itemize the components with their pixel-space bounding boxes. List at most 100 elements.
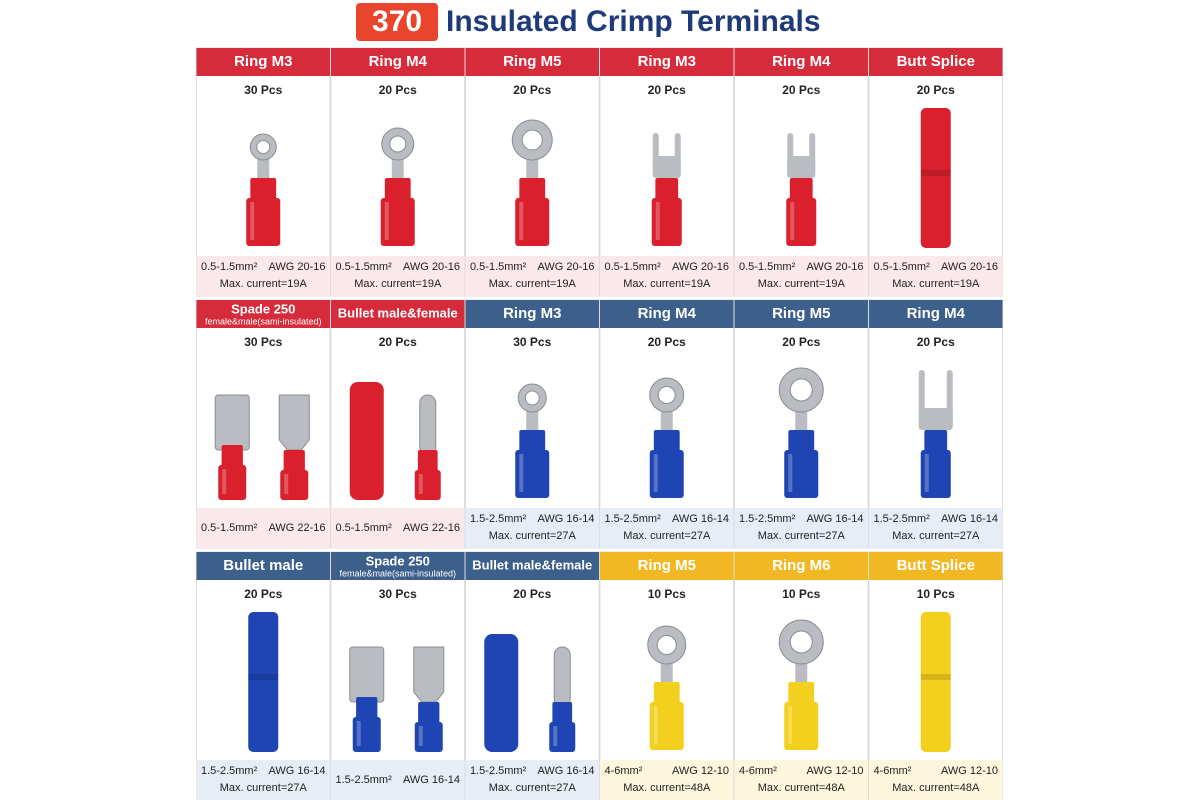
spec-band bbox=[196, 508, 330, 548]
cell-header-bar bbox=[600, 48, 734, 76]
product-cell: Ring M5 10 Pcs 4-6mm² AWG 12-10 Max. current… bbox=[599, 551, 734, 800]
awg-range: AWG 16-14 bbox=[941, 513, 998, 525]
insulator-body bbox=[549, 722, 576, 752]
piece-count: 30 Pcs bbox=[513, 335, 551, 349]
awg-range: AWG 20-16 bbox=[806, 261, 863, 273]
insulator-shine bbox=[418, 474, 423, 494]
butt-ring bbox=[248, 674, 279, 680]
ring-hole bbox=[789, 630, 813, 654]
wire-size: 1.5-2.5mm² bbox=[336, 774, 393, 786]
ring-hole bbox=[524, 390, 540, 406]
cell-header-bar bbox=[196, 552, 330, 580]
awg-range: AWG 16-14 bbox=[268, 765, 325, 777]
insulator-body bbox=[784, 702, 819, 750]
cell-header: Ring M4 bbox=[369, 53, 428, 70]
cell-header-bar bbox=[600, 300, 734, 328]
product-cell: Ring M4 20 Pcs 1.5-2.5mm² AWG 16-14 Max. cur… bbox=[868, 299, 1003, 549]
cell-header-bar bbox=[196, 300, 330, 328]
spade-female bbox=[349, 646, 385, 703]
insulator-body bbox=[380, 198, 415, 246]
insulator-body bbox=[515, 450, 550, 498]
insulator-neck bbox=[789, 178, 813, 200]
insulator-body bbox=[246, 198, 281, 246]
max-current: Max. current=19A bbox=[489, 278, 577, 290]
product-cell: Bullet male&female 20 Pcs 0.5-1.5mm² AWG 22… bbox=[330, 299, 465, 549]
cell-subheader: female&male(sami-insulated) bbox=[205, 316, 322, 326]
insulator-neck bbox=[519, 178, 546, 200]
insulator-neck bbox=[384, 178, 411, 200]
cell-header: Ring M3 bbox=[638, 53, 696, 70]
insulator-shine bbox=[653, 706, 658, 744]
cell-header-bar bbox=[331, 48, 465, 76]
spec-band bbox=[734, 760, 868, 800]
insulator-shine bbox=[553, 726, 558, 746]
piece-count: 10 Pcs bbox=[782, 587, 820, 601]
cell-header-bar bbox=[465, 48, 599, 76]
insulator-neck bbox=[788, 430, 815, 452]
insulator-neck bbox=[788, 682, 815, 704]
product-cell: Ring M3 20 Pcs 0.5-1.5mm² AWG 20-16 Max. cur… bbox=[599, 47, 734, 297]
awg-range: AWG 12-10 bbox=[672, 765, 729, 777]
insulator-neck bbox=[250, 178, 277, 200]
spec-band bbox=[331, 760, 465, 800]
bullet-female bbox=[484, 634, 519, 752]
fork-base bbox=[787, 156, 816, 178]
spec-band bbox=[869, 508, 1003, 548]
spec-band bbox=[465, 256, 599, 296]
product-cell: Ring M5 20 Pcs 0.5-1.5mm² AWG 20-16 Max. cur… bbox=[465, 47, 600, 297]
cell-header: Ring M5 bbox=[503, 53, 561, 70]
wire-size: 0.5-1.5mm² bbox=[605, 261, 662, 273]
piece-count: 20 Pcs bbox=[648, 83, 686, 97]
insulator-shine bbox=[653, 454, 658, 492]
cell-header: Spade 250 bbox=[366, 553, 430, 568]
piece-count: 20 Pcs bbox=[244, 587, 282, 601]
spec-band bbox=[600, 256, 734, 296]
ring-hole bbox=[256, 140, 271, 154]
piece-count: 30 Pcs bbox=[379, 587, 417, 601]
cell-header: Butt Splice bbox=[897, 557, 975, 574]
piece-count: 10 Pcs bbox=[917, 587, 955, 601]
wire-size: 0.5-1.5mm² bbox=[874, 261, 931, 273]
wire-size: 0.5-1.5mm² bbox=[336, 261, 393, 273]
max-current: Max. current=27A bbox=[220, 782, 308, 794]
wire-size: 0.5-1.5mm² bbox=[201, 261, 258, 273]
insulator-shine bbox=[788, 706, 793, 744]
piece-count: 20 Pcs bbox=[513, 587, 551, 601]
ring-hole bbox=[656, 635, 677, 655]
spec-band bbox=[734, 256, 868, 296]
max-current: Max. current=48A bbox=[892, 782, 980, 794]
insulator-body bbox=[784, 450, 819, 498]
insulator-shine bbox=[284, 474, 289, 494]
cell-header-bar bbox=[869, 48, 1003, 76]
wire-size: 0.5-1.5mm² bbox=[739, 261, 796, 273]
max-current: Max. current=19A bbox=[220, 278, 308, 290]
product-cell: Ring M6 10 Pcs 4-6mm² AWG 12-10 Max. current… bbox=[734, 551, 869, 800]
insulator-shine bbox=[788, 454, 793, 492]
insulator-body bbox=[786, 198, 817, 246]
insulator-neck bbox=[418, 702, 440, 724]
bullet-pin bbox=[553, 646, 571, 708]
awg-range: AWG 20-16 bbox=[268, 261, 325, 273]
product-cell: Ring M4 20 Pcs 0.5-1.5mm² AWG 20-16 Max. cur… bbox=[330, 47, 465, 297]
wire-size: 0.5-1.5mm² bbox=[336, 522, 393, 534]
max-current: Max. current=19A bbox=[354, 278, 442, 290]
spec-band bbox=[600, 508, 734, 548]
insulator-shine bbox=[519, 454, 524, 492]
cell-header: Ring M4 bbox=[638, 305, 697, 322]
product-cell: Ring M3 30 Pcs 0.5-1.5mm² AWG 20-16 Max. cur… bbox=[196, 47, 331, 297]
bullet-female bbox=[349, 382, 384, 500]
cell-header: Ring M4 bbox=[907, 305, 966, 322]
cell-header: Ring M3 bbox=[234, 53, 292, 70]
max-current: Max. current=27A bbox=[758, 530, 846, 542]
bullet-pin bbox=[419, 394, 437, 456]
max-current: Max. current=19A bbox=[623, 278, 711, 290]
wire-size: 1.5-2.5mm² bbox=[201, 765, 258, 777]
insulator-body bbox=[649, 450, 684, 498]
insulator-body bbox=[515, 198, 550, 246]
piece-count: 30 Pcs bbox=[244, 83, 282, 97]
insulator-shine bbox=[356, 721, 361, 746]
cell-header-bar bbox=[600, 552, 734, 580]
